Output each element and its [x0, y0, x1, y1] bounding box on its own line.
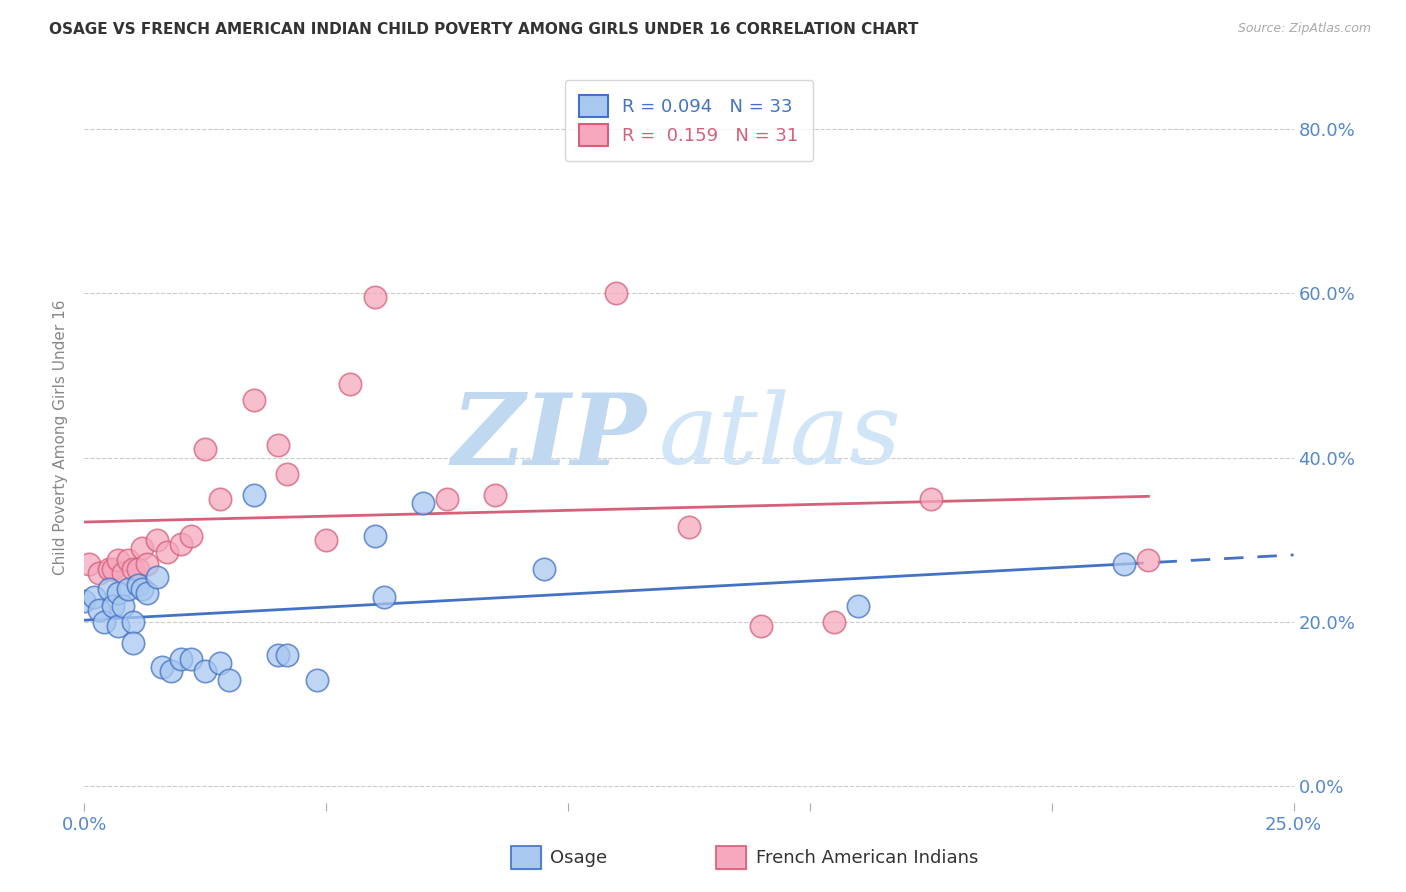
- Point: [276, 467, 298, 481]
- Point: [436, 491, 458, 506]
- Point: [83, 591, 105, 605]
- Text: Osage: Osage: [551, 848, 607, 867]
- Point: [117, 582, 139, 596]
- Point: [267, 438, 290, 452]
- Point: [103, 561, 125, 575]
- Point: [339, 376, 361, 391]
- Text: French American Indians: French American Indians: [756, 848, 979, 867]
- Point: [208, 656, 231, 670]
- Point: [117, 553, 139, 567]
- Point: [170, 652, 193, 666]
- Point: [751, 619, 773, 633]
- Point: [87, 602, 110, 616]
- Point: [823, 615, 845, 629]
- Point: [363, 290, 385, 304]
- Bar: [510, 846, 541, 870]
- Point: [146, 570, 169, 584]
- Point: [93, 615, 115, 629]
- Point: [87, 566, 110, 580]
- Point: [121, 635, 143, 649]
- Point: [315, 533, 337, 547]
- Point: [180, 529, 202, 543]
- Point: [121, 561, 143, 575]
- Point: [127, 578, 149, 592]
- Point: [97, 582, 120, 596]
- Point: [373, 591, 395, 605]
- Point: [920, 491, 942, 506]
- Point: [112, 599, 135, 613]
- Point: [218, 673, 240, 687]
- Point: [146, 533, 169, 547]
- Point: [1137, 553, 1160, 567]
- Point: [150, 660, 173, 674]
- Point: [267, 648, 290, 662]
- Point: [107, 586, 129, 600]
- Point: [846, 599, 869, 613]
- Bar: [716, 846, 747, 870]
- Point: [170, 537, 193, 551]
- Point: [160, 665, 183, 679]
- Point: [242, 487, 264, 501]
- Point: [127, 561, 149, 575]
- Point: [194, 442, 217, 457]
- Point: [97, 561, 120, 575]
- Point: [305, 673, 328, 687]
- Point: [131, 582, 153, 596]
- Point: [155, 545, 177, 559]
- Point: [533, 561, 555, 575]
- Point: [103, 599, 125, 613]
- Point: [121, 615, 143, 629]
- Point: [180, 652, 202, 666]
- Point: [605, 286, 627, 301]
- Point: [1114, 558, 1136, 572]
- Text: ZIP: ZIP: [451, 389, 647, 485]
- Point: [242, 393, 264, 408]
- Point: [131, 541, 153, 555]
- Y-axis label: Child Poverty Among Girls Under 16: Child Poverty Among Girls Under 16: [53, 300, 69, 574]
- Point: [77, 558, 100, 572]
- Point: [107, 553, 129, 567]
- Point: [412, 496, 434, 510]
- Point: [112, 566, 135, 580]
- Point: [73, 594, 96, 608]
- Point: [484, 487, 506, 501]
- Point: [194, 665, 217, 679]
- Point: [678, 520, 700, 534]
- Text: OSAGE VS FRENCH AMERICAN INDIAN CHILD POVERTY AMONG GIRLS UNDER 16 CORRELATION C: OSAGE VS FRENCH AMERICAN INDIAN CHILD PO…: [49, 22, 918, 37]
- Point: [276, 648, 298, 662]
- Point: [136, 558, 159, 572]
- Point: [107, 619, 129, 633]
- Text: atlas: atlas: [659, 390, 901, 484]
- Text: Source: ZipAtlas.com: Source: ZipAtlas.com: [1237, 22, 1371, 36]
- Point: [363, 529, 385, 543]
- Bar: [716, 846, 747, 870]
- Bar: [510, 846, 541, 870]
- Point: [208, 491, 231, 506]
- Legend: R = 0.094   N = 33, R =  0.159   N = 31: R = 0.094 N = 33, R = 0.159 N = 31: [565, 80, 813, 161]
- Point: [136, 586, 159, 600]
